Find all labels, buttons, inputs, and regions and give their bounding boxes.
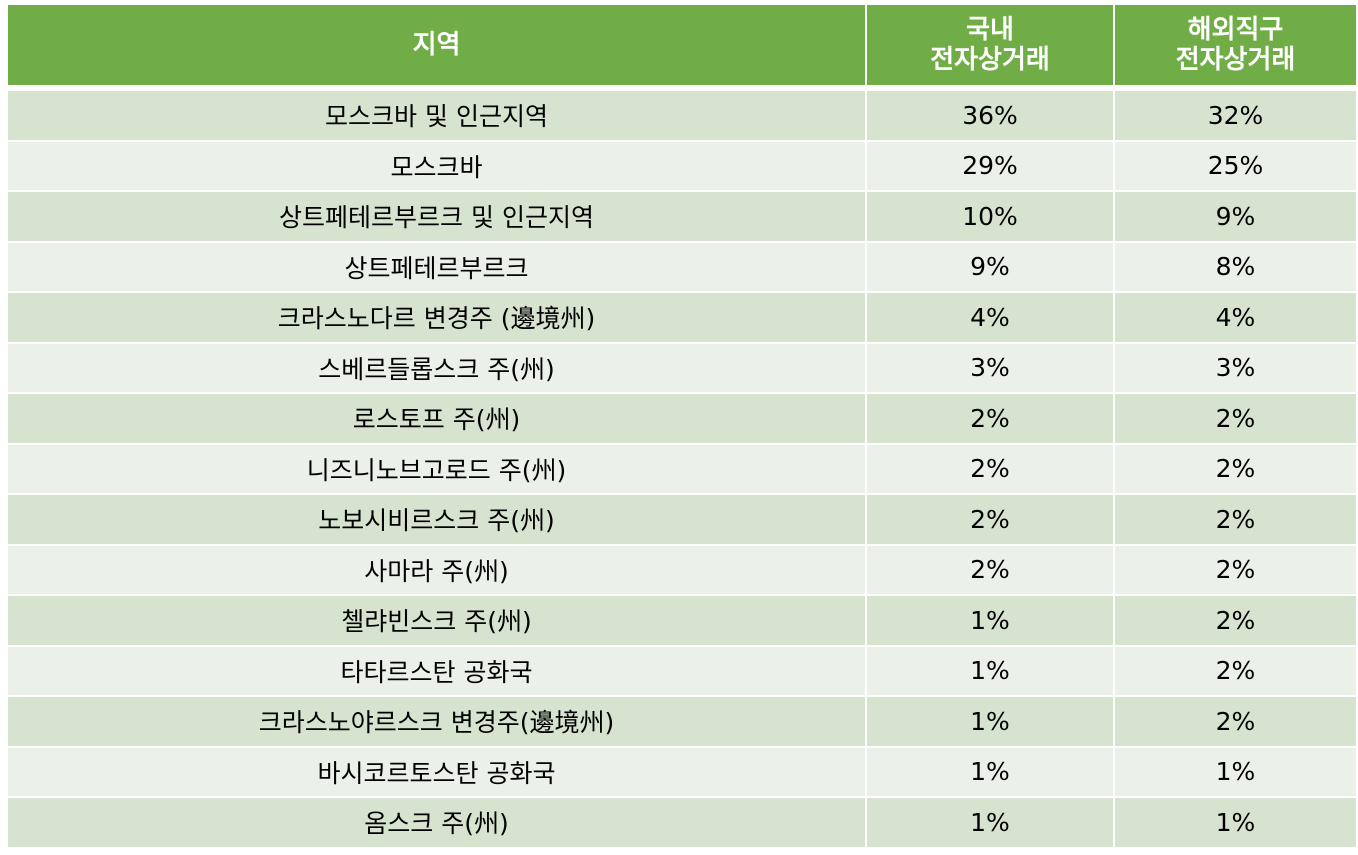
table-row: 로스토프 주(州) 2% 2% [8, 394, 1356, 445]
cell-crossborder: 3% [1115, 343, 1356, 394]
cell-crossborder: 1% [1115, 798, 1356, 849]
table-row: 니즈니노브고로드 주(州) 2% 2% [8, 444, 1356, 495]
cell-crossborder: 2% [1115, 596, 1356, 647]
cell-domestic: 1% [867, 646, 1115, 697]
cell-region: 모스크바 [8, 141, 867, 192]
cell-domestic: 3% [867, 343, 1115, 394]
cell-crossborder: 9% [1115, 192, 1356, 243]
cell-crossborder: 2% [1115, 444, 1356, 495]
header-domestic-line1: 국내 [966, 15, 1014, 45]
region-share-table-container: 지역 국내 전자상거래 해외직구 전자상거래 모스크바 및 인근지역 36% 32%… [8, 5, 1356, 849]
cell-domestic: 4% [867, 293, 1115, 344]
cell-crossborder: 25% [1115, 141, 1356, 192]
cell-region: 크라스노다르 변경주 (邊境州) [8, 293, 867, 344]
cell-domestic: 10% [867, 192, 1115, 243]
table-row: 첼랴빈스크 주(州) 1% 2% [8, 596, 1356, 647]
cell-crossborder: 1% [1115, 747, 1356, 798]
cell-domestic: 9% [867, 242, 1115, 293]
cell-region: 사마라 주(州) [8, 545, 867, 596]
table-row: 스베르들롭스크 주(州) 3% 3% [8, 343, 1356, 394]
cell-region: 옴스크 주(州) [8, 798, 867, 849]
cell-domestic: 2% [867, 545, 1115, 596]
cell-region: 스베르들롭스크 주(州) [8, 343, 867, 394]
header-crossborder-line2: 전자상거래 [1175, 45, 1296, 75]
cell-region: 바시코르토스탄 공화국 [8, 747, 867, 798]
cell-region: 상트페테르부르크 [8, 242, 867, 293]
table-row: 상트페테르부르크 및 인근지역 10% 9% [8, 192, 1356, 243]
table-row: 타타르스탄 공화국 1% 2% [8, 646, 1356, 697]
table-row: 노보시비르스크 주(州) 2% 2% [8, 495, 1356, 546]
header-region-label: 지역 [412, 30, 461, 60]
cell-domestic: 29% [867, 141, 1115, 192]
cell-region: 타타르스탄 공화국 [8, 646, 867, 697]
header-crossborder: 해외직구 전자상거래 [1115, 5, 1356, 91]
cell-domestic: 36% [867, 91, 1115, 142]
cell-domestic: 1% [867, 697, 1115, 748]
cell-crossborder: 8% [1115, 242, 1356, 293]
cell-region: 크라스노야르스크 변경주(邊境州) [8, 697, 867, 748]
region-share-table: 지역 국내 전자상거래 해외직구 전자상거래 모스크바 및 인근지역 36% 32%… [8, 5, 1356, 849]
cell-crossborder: 4% [1115, 293, 1356, 344]
table-row: 옴스크 주(州) 1% 1% [8, 798, 1356, 849]
table-body: 모스크바 및 인근지역 36% 32% 모스크바 29% 25% 상트페테르부르크 및 인근… [8, 91, 1356, 849]
cell-crossborder: 2% [1115, 545, 1356, 596]
cell-region: 노보시비르스크 주(州) [8, 495, 867, 546]
table-row: 사마라 주(州) 2% 2% [8, 545, 1356, 596]
cell-domestic: 2% [867, 394, 1115, 445]
cell-domestic: 2% [867, 444, 1115, 495]
cell-crossborder: 2% [1115, 646, 1356, 697]
header-region: 지역 [8, 5, 867, 91]
cell-region: 첼랴빈스크 주(州) [8, 596, 867, 647]
table-header-row: 지역 국내 전자상거래 해외직구 전자상거래 [8, 5, 1356, 91]
table-row: 바시코르토스탄 공화국 1% 1% [8, 747, 1356, 798]
header-domestic-line2: 전자상거래 [930, 45, 1050, 75]
cell-domestic: 2% [867, 495, 1115, 546]
header-domestic: 국내 전자상거래 [867, 5, 1115, 91]
header-crossborder-line1: 해외직구 [1187, 15, 1284, 45]
table-row: 모스크바 및 인근지역 36% 32% [8, 91, 1356, 142]
cell-domestic: 1% [867, 798, 1115, 849]
cell-crossborder: 2% [1115, 394, 1356, 445]
cell-region: 상트페테르부르크 및 인근지역 [8, 192, 867, 243]
cell-region: 니즈니노브고로드 주(州) [8, 444, 867, 495]
table-row: 상트페테르부르크 9% 8% [8, 242, 1356, 293]
table-row: 크라스노다르 변경주 (邊境州) 4% 4% [8, 293, 1356, 344]
cell-domestic: 1% [867, 747, 1115, 798]
cell-domestic: 1% [867, 596, 1115, 647]
table-row: 크라스노야르스크 변경주(邊境州) 1% 2% [8, 697, 1356, 748]
cell-crossborder: 2% [1115, 495, 1356, 546]
table-row: 모스크바 29% 25% [8, 141, 1356, 192]
cell-crossborder: 32% [1115, 91, 1356, 142]
cell-region: 모스크바 및 인근지역 [8, 91, 867, 142]
cell-region: 로스토프 주(州) [8, 394, 867, 445]
cell-crossborder: 2% [1115, 697, 1356, 748]
